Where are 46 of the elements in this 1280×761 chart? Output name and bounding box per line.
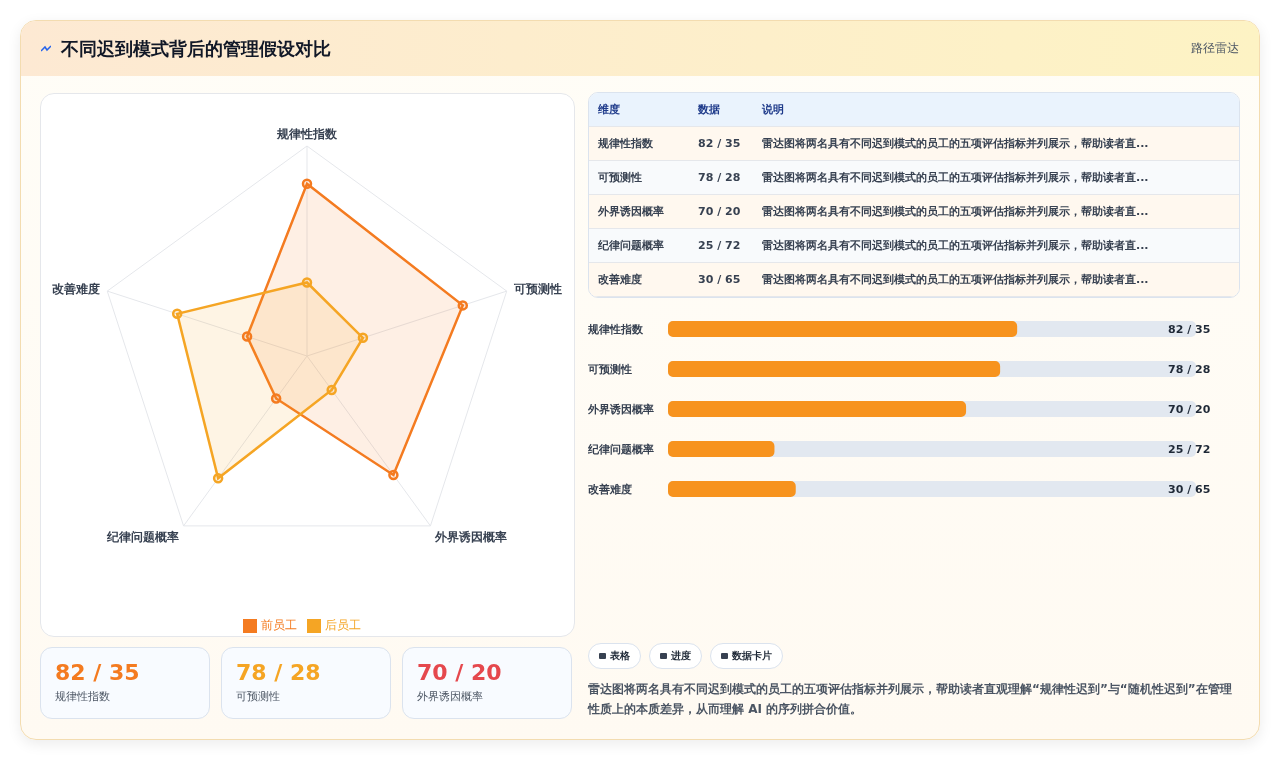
- text: 数据卡片: [710, 643, 783, 669]
- spoke-label: 外界诱因概率: [434, 529, 508, 544]
- spoke-label: 可预测性: [513, 281, 563, 296]
- data-label: 70 / 20: [1168, 403, 1211, 416]
- chart-title: 不同迟到模式背后的管理假设对比: [61, 36, 331, 61]
- text: 雷达图将两名具有不同迟到模式的员工的五项评估指标并列展示，帮助读者直...: [762, 272, 1150, 287]
- text: 82 / 35: [698, 137, 742, 150]
- spoke-label: 纪律问题概率: [105, 529, 179, 544]
- text: 可预测性: [236, 689, 281, 704]
- text: 78 / 28: [698, 171, 742, 184]
- text: 说明: [762, 102, 785, 117]
- text: 25 / 72: [698, 239, 742, 252]
- text: 82 / 35: [55, 660, 141, 685]
- text: 雷达图将两名具有不同迟到模式的员工的五项评估指标并列展示，帮助读者直观理解“规律性迟到”与“随机性迟到”在管理性质上的本质差异，从而理解 AI 的序列拼合价值。: [588, 681, 1233, 718]
- data-label: 78 / 28: [1168, 363, 1211, 376]
- y-tick-label: 改善难度: [588, 483, 632, 496]
- text: 纪律问题概率: [597, 238, 665, 253]
- text: 78 / 28: [236, 660, 322, 685]
- text: 70 / 20: [417, 660, 503, 685]
- text: 路径雷达: [1191, 40, 1239, 57]
- y-tick-label: 外界诱因概率: [587, 403, 654, 416]
- text: 进度: [649, 643, 702, 669]
- text: 表格: [588, 643, 641, 669]
- bar: [668, 481, 796, 497]
- y-tick-label: 可预测性: [587, 363, 632, 376]
- spoke-label: 改善难度: [51, 281, 100, 296]
- legend-label: 后员工: [324, 618, 361, 632]
- text: 外界诱因概率: [597, 204, 665, 219]
- data-label: 82 / 35: [1168, 323, 1211, 336]
- y-tick-label: 纪律问题概率: [587, 443, 654, 456]
- text: 规律性指数: [55, 689, 111, 704]
- legend-label: 前员工: [260, 618, 297, 632]
- bar: [668, 441, 775, 457]
- text: 雷达图将两名具有不同迟到模式的员工的五项评估指标并列展示，帮助读者直...: [762, 136, 1150, 151]
- y-tick-label: 规律性指数: [587, 323, 644, 336]
- text: 雷达图将两名具有不同迟到模式的员工的五项评估指标并列展示，帮助读者直...: [762, 204, 1150, 219]
- spoke-label: 规律性指数: [276, 127, 338, 141]
- text: 数据: [698, 102, 721, 117]
- text: 外界诱因概率: [417, 689, 484, 704]
- text: 维度: [597, 102, 621, 117]
- text: 雷达图将两名具有不同迟到模式的员工的五项评估指标并列展示，帮助读者直...: [762, 238, 1150, 253]
- text: 雷达图将两名具有不同迟到模式的员工的五项评估指标并列展示，帮助读者直...: [762, 170, 1150, 185]
- data-label: 25 / 72: [1168, 443, 1211, 456]
- text: 30 / 65: [698, 273, 742, 286]
- data-label: 30 / 65: [1168, 483, 1211, 496]
- text: 70 / 20: [698, 205, 742, 218]
